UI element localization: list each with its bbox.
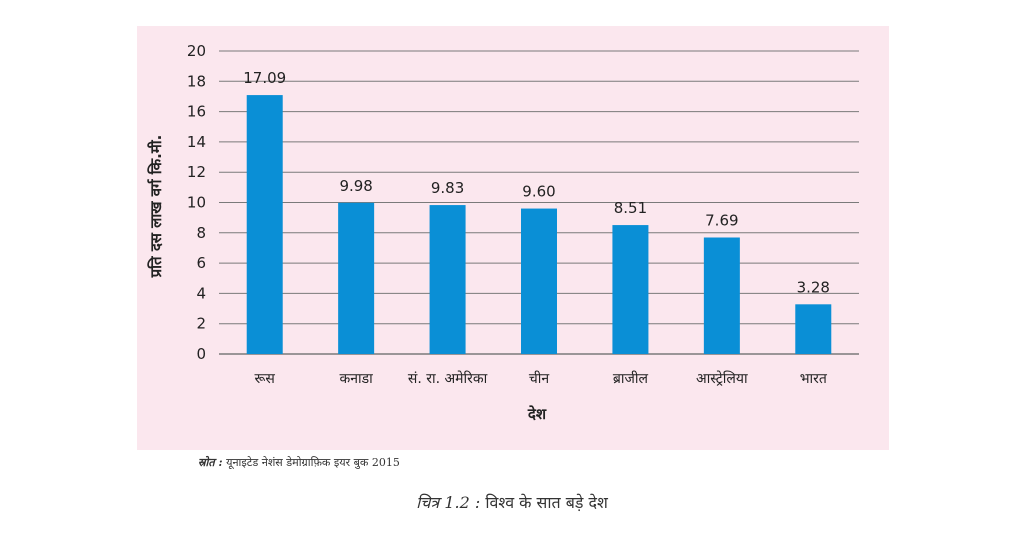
y-tick-label: 8 [196,224,206,242]
y-tick-label: 12 [187,163,206,181]
bar [338,202,375,354]
data-labels: 17.09 9.98 9.83 9.60 8.51 7.69 3.28 [243,69,830,296]
figure-caption: चित्र 1.2 : विश्व के सात बड़े देश [0,491,1024,513]
bar [246,95,283,355]
source-note: स्रोत : यूनाइटेड नेशंस डेमोग्राफ़िक इयर … [198,455,400,470]
bar [612,225,649,354]
y-axis-title: प्रति दस लाख वर्ग कि.मी. [147,135,165,279]
caption-number: चित्र 1.2 : [416,493,481,512]
data-label: 7.69 [705,211,738,229]
bar [795,304,832,354]
y-tick-label: 2 [196,315,206,333]
bars [246,95,832,355]
category-label: ब्राजील [613,370,649,387]
bar [429,205,466,354]
data-label: 9.83 [431,179,464,197]
chart-panel: 0 2 4 6 8 10 12 14 16 18 20 17.09 9.98 9.83 9.60 8.51 7… [137,26,889,450]
caption-text: विश्व के सात बड़े देश [485,493,608,512]
bar-chart: 0 2 4 6 8 10 12 14 16 18 20 17.09 9.98 9.83 9.60 8.51 7… [147,42,859,423]
y-axis-ticks: 0 2 4 6 8 10 12 14 16 18 20 [187,42,206,363]
source-text: यूनाइटेड नेशंस डेमोग्राफ़िक इयर बुक 2015 [226,456,400,469]
y-tick-label: 6 [196,254,206,272]
category-labels: रूस कनाडा सं. रा. अमेरिका चीन ब्राजील आस्ट्रे… [255,370,828,387]
data-label: 17.09 [243,69,286,87]
y-tick-label: 14 [187,133,206,151]
category-label: सं. रा. अमेरिका [408,370,488,387]
category-label: भारत [800,371,828,387]
y-tick-label: 4 [196,284,206,302]
y-tick-label: 18 [187,72,206,90]
data-label: 9.98 [339,177,372,195]
source-prefix: स्रोत : [198,456,223,469]
y-tick-label: 10 [187,194,206,212]
x-axis-title: देश [527,405,547,423]
category-label: कनाडा [340,371,374,387]
bar [521,208,557,354]
category-label: चीन [529,370,550,387]
y-tick-label: 20 [187,42,206,60]
data-label: 8.51 [614,199,647,217]
bar [703,237,740,354]
category-label: आस्ट्रेलिया [696,370,748,387]
y-tick-label: 16 [187,103,206,121]
data-label: 9.60 [522,183,555,201]
y-tick-label: 0 [196,345,206,363]
data-label: 3.28 [797,278,830,296]
category-label: रूस [255,371,276,387]
